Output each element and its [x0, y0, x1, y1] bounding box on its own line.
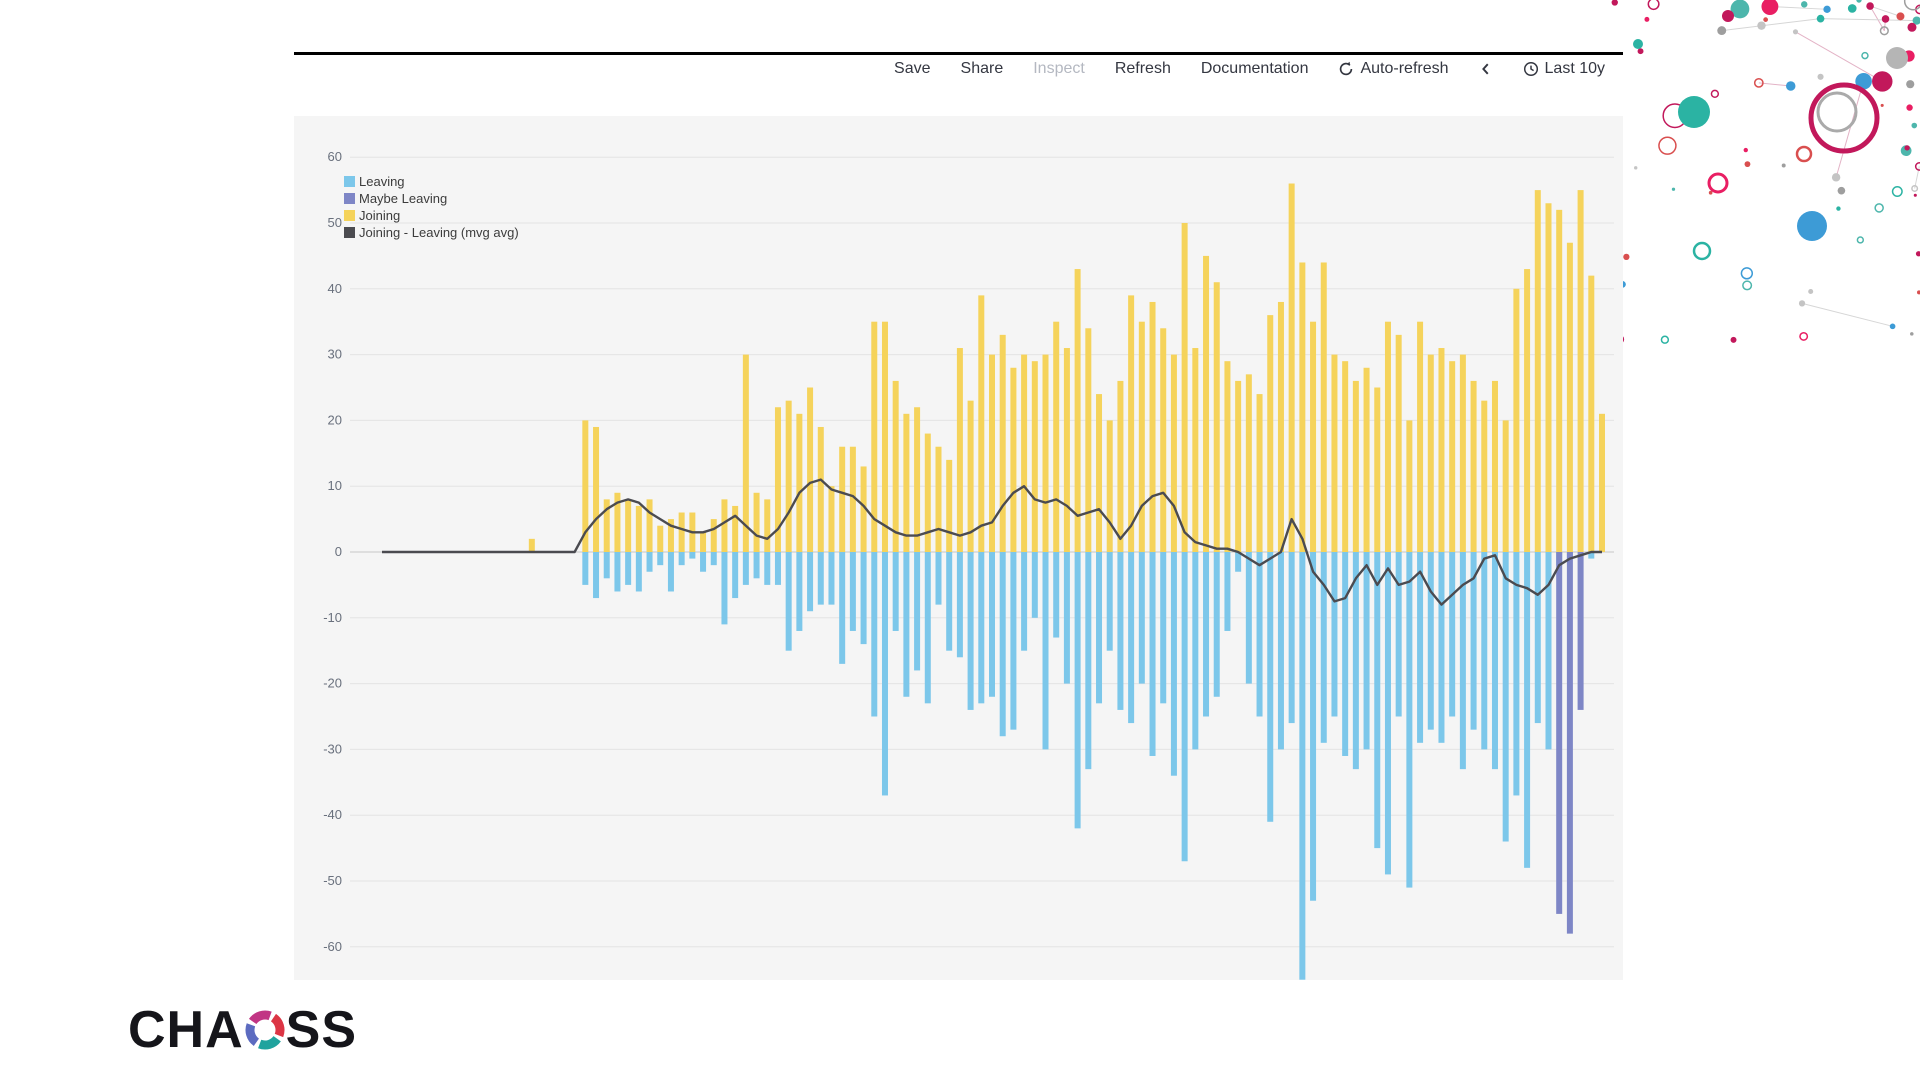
- legend-label: Maybe Leaving: [359, 191, 448, 206]
- chart-legend: Leaving Maybe Leaving Joining Joining - Lea…: [344, 174, 519, 240]
- chaoss-logo: CHA SS: [128, 1000, 357, 1060]
- time-back-button[interactable]: [1479, 61, 1493, 77]
- chevron-left-icon: [1481, 63, 1488, 75]
- legend-item[interactable]: Joining - Leaving (mvg avg): [344, 225, 519, 240]
- legend-item[interactable]: Joining: [344, 208, 519, 223]
- svg-text:-30: -30: [323, 741, 342, 756]
- clock-icon: [1523, 61, 1538, 77]
- auto-refresh-button[interactable]: Auto-refresh: [1338, 60, 1449, 78]
- visualization-panel: 60 50 40 30 20 10 0 -10 -20 -30 -40 -50 -60 Leaving M…: [294, 116, 1623, 980]
- save-button[interactable]: Save: [894, 60, 931, 77]
- logo-ring-icon: [245, 1010, 285, 1050]
- visualization-toolbar: Save Share Inspect Refresh Documentation…: [294, 60, 1623, 78]
- svg-text:-40: -40: [323, 807, 342, 822]
- svg-text:40: 40: [328, 281, 342, 296]
- chart-canvas: 60 50 40 30 20 10 0 -10 -20 -30 -40 -50 -60: [323, 149, 1614, 980]
- documentation-link[interactable]: Documentation: [1200, 60, 1309, 77]
- svg-text:50: 50: [328, 215, 342, 230]
- svg-text:20: 20: [328, 412, 342, 427]
- svg-text:10: 10: [328, 478, 342, 493]
- legend-color-chip: [344, 210, 355, 221]
- legend-label: Joining: [359, 208, 401, 223]
- legend-color-chip: [344, 176, 355, 187]
- legend-item[interactable]: Maybe Leaving: [344, 191, 519, 206]
- inspect-button: Inspect: [1033, 60, 1085, 77]
- svg-text:-60: -60: [323, 939, 342, 954]
- legend-color-chip: [344, 193, 355, 204]
- auto-refresh-label: Auto-refresh: [1360, 60, 1449, 77]
- svg-text:30: 30: [328, 347, 342, 362]
- svg-text:-10: -10: [323, 610, 342, 625]
- legend-color-chip: [344, 227, 355, 238]
- refresh-button[interactable]: Refresh: [1114, 60, 1171, 77]
- logo-text-left: CHA: [128, 1001, 244, 1059]
- network-decoration-graphic: [1611, 0, 1920, 345]
- svg-text:60: 60: [328, 149, 342, 164]
- legend-item[interactable]: Leaving: [344, 174, 519, 189]
- legend-label: Joining - Leaving (mvg avg): [359, 225, 519, 240]
- auto-refresh-icon: [1340, 61, 1353, 76]
- svg-text:-20: -20: [323, 676, 342, 691]
- time-range-label: Last 10y: [1544, 60, 1605, 77]
- toolbar-top-rule: [294, 52, 1623, 55]
- logo-text-right: SS: [285, 1001, 358, 1059]
- svg-text:-50: -50: [323, 873, 342, 888]
- time-range-picker[interactable]: Last 10y: [1523, 60, 1605, 78]
- share-button[interactable]: Share: [960, 60, 1004, 77]
- svg-text:0: 0: [335, 544, 342, 559]
- legend-label: Leaving: [359, 174, 405, 189]
